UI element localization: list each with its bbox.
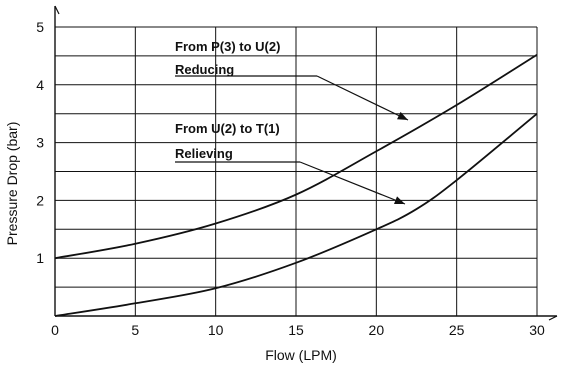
annotation-arrowhead-2	[394, 196, 405, 204]
series-line-2	[54, 113, 538, 317]
x-tick-label: 10	[208, 322, 224, 338]
annotation-subtitle-2: Relieving	[175, 146, 233, 161]
axes	[54, 5, 558, 321]
annotation-subtitle-1: Reducing	[175, 62, 234, 77]
annotation-leader-1	[316, 75, 409, 121]
annotation-title-2: From U(2) to T(1)	[175, 121, 280, 136]
x-tick-label: 25	[449, 322, 465, 338]
x-tick-label: 15	[288, 322, 304, 338]
annotation-leader-2	[299, 161, 406, 205]
y-tick-label: 2	[36, 192, 44, 208]
series-lines	[54, 53, 538, 317]
x-axis-arrow	[548, 315, 558, 321]
x-axis-label: Flow (LPM)	[265, 347, 337, 363]
series-line-1	[54, 53, 538, 260]
tick-labels: 0 5 10 15 20 25 30 1 2 3 4 5	[36, 19, 545, 338]
annotation-arrowhead-1	[397, 111, 408, 120]
y-tick-label: 5	[36, 19, 44, 35]
y-axis-label: Pressure Drop (bar)	[4, 122, 20, 246]
x-tick-label: 5	[131, 322, 139, 338]
x-tick-label: 30	[529, 322, 545, 338]
annotations: From P(3) to U(2) Reducing From U(2) to T(…	[175, 39, 409, 205]
y-tick-label: 3	[36, 135, 44, 151]
x-tick-label: 20	[369, 322, 385, 338]
y-tick-label: 4	[36, 77, 44, 93]
y-axis-arrow	[54, 5, 60, 15]
annotation-title-1: From P(3) to U(2)	[175, 39, 280, 54]
x-tick-label: 0	[51, 322, 59, 338]
grid	[55, 26, 538, 316]
y-tick-label: 1	[36, 250, 44, 266]
